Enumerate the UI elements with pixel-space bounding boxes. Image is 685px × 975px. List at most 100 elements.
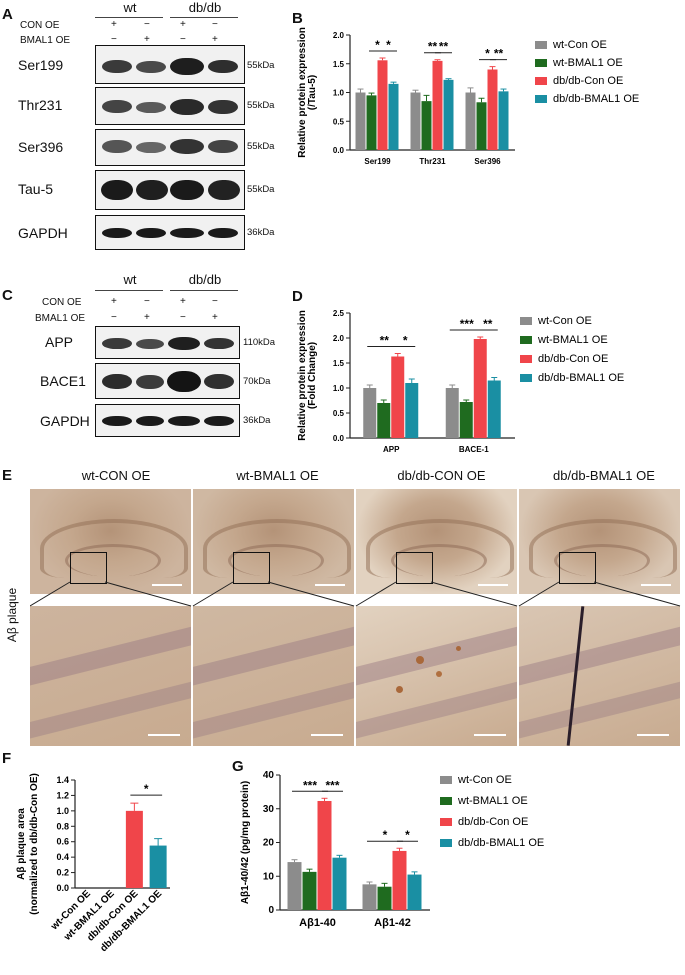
chart-d-legend-label: wt-BMAL1 OE [537,334,608,346]
zoom-connectors [30,581,681,607]
chart-g-ylabel: Aβ1-40/42 (pg/mg protein) [240,781,251,904]
panel-letter-e: E [2,467,13,484]
blot-label-bace1: BACE1 [40,373,86,389]
chart-g-category-label: Aβ1-42 [374,917,411,929]
sign-con-c-1: + [111,296,117,307]
blot-bace1 [95,363,240,399]
chart-b-legend-label: wt-Con OE [552,39,607,51]
chart-d-legend-swatch [520,355,532,363]
row-label-abeta-plaque: Aβ plaque [5,587,19,643]
kda-tau5: 55kDa [247,184,275,195]
chart-g-legend-swatch [440,839,452,847]
sign-bmal-4: + [212,34,218,45]
chart-f-ytick-label: 0.2 [56,868,69,878]
chart-g-legend-swatch [440,797,452,805]
chart-d-legend-label: db/db-BMAL1 OE [538,372,624,384]
chart-d-ytick-label: 0.5 [333,409,345,418]
sign-bmal-3: − [180,34,186,45]
row-label-bmal1-oe: BMAL1 OE [20,35,71,46]
sign-bmal-2: + [144,34,150,45]
chart-f-ytick-label: 0.4 [56,852,69,862]
chart-g-bar [407,874,422,910]
zoom-connector-line [192,581,234,607]
chart-g-legend-swatch [440,818,452,826]
chart-b-category-label: Thr231 [419,157,446,166]
panel-letter-f: F [2,750,12,767]
sign-con-2: − [144,19,150,30]
blot-gapdh-a [95,215,245,250]
blot-app [95,326,240,359]
row-label-con-oe-c: CON OE [42,297,82,308]
chart-g-bar [332,857,347,910]
kda-gapdh-c: 36kDa [243,415,271,426]
chart-f-bar [149,845,167,888]
chart-g-legend-label: db/db-Con OE [458,816,528,828]
group-line-wt [95,17,163,18]
blot-label-ser199: Ser199 [18,57,64,73]
chart-d-bar [487,380,501,438]
blot-gapdh-c [95,404,240,437]
zoom-image-1 [30,606,191,746]
chart-d: 0.0 0.5 1.0 1.5 2.0 2.5 Relative protein expre… [297,309,624,454]
chart-d-bar [377,403,391,438]
panel-letter-b: B [292,10,303,27]
blot-ser199 [95,45,245,84]
sign-con-c-2: − [144,296,150,307]
chart-d-significance-label: ** [483,317,493,331]
chart-b-ytick-label: 1.0 [333,89,345,98]
chart-g-legend-swatch [440,776,452,784]
chart-b-ylabel: Relative protein expression [297,27,308,158]
blot-ser396 [95,129,245,166]
column-title-2: wt-BMAL1 OE [236,468,319,483]
chart-d-significance-label: ** [380,334,390,348]
chart-b-bar [355,92,366,150]
chart-d-ytick-label: 2.0 [333,334,345,343]
chart-b-ytick-label: 0.5 [333,117,345,126]
chart-b-significance-label: * [485,47,490,61]
chart-f-ylabel: (normalized to db/db-Con OE) [29,773,40,915]
chart-g-ytick-label: 30 [263,804,275,815]
zoom-connector-line [30,581,71,607]
chart-f-bar [125,810,143,888]
overview-image-4 [519,489,680,594]
chart-b-legend-swatch [535,95,547,103]
chart-g: 0 10 20 30 40 Aβ1-40/42 (pg/mg protein) Aβ1-40… [240,770,544,929]
chart-f-ylabel: Aβ plaque area [16,808,27,880]
group-label-dbdb: db/db [188,0,222,15]
chart-d-legend-swatch [520,374,532,382]
sign-bmal-c-4: + [212,312,218,323]
chart-b-bar [366,95,377,150]
group-label-dbdb-c: db/db [188,272,222,287]
chart-f-ytick-label: 0.8 [56,821,69,831]
chart-b-legend-label: db/db-Con OE [553,75,623,87]
chart-b-bar [432,60,443,150]
panel-letter-a: A [2,6,13,23]
chart-b-legend-swatch [535,41,547,49]
row-label-bmal1-oe-c: BMAL1 OE [35,313,86,324]
zoom-connector-line [355,581,397,607]
group-label-wt: wt [123,0,137,15]
chart-b-bar [487,69,498,150]
chart-b-bar [476,102,487,150]
chart-f-ytick-label: 0.6 [56,837,69,847]
blot-label-tau5: Tau-5 [18,181,54,197]
chart-b-bar [410,92,421,150]
zoom-image-3 [356,606,517,746]
panel-letter-d: D [292,288,303,305]
chart-b-significance-label: * [386,38,391,52]
chart-b-ytick-label: 1.5 [333,60,345,69]
chart-b-bar [498,91,509,150]
chart-b-bar [443,79,454,150]
chart-g-ytick-label: 10 [263,871,275,882]
chart-g-bar [377,886,392,910]
chart-d-legend-label: wt-Con OE [537,315,592,327]
blot-label-gapdh-c: GAPDH [40,413,90,429]
chart-d-ytick-label: 1.5 [333,359,345,368]
chart-d-bar [459,402,473,438]
chart-d-significance-label: * [403,334,408,348]
chart-b-category-label: Ser396 [474,157,501,166]
overview-image-1 [30,489,191,594]
chart-d-ytick-label: 2.5 [333,309,345,318]
column-title-4: db/db-BMAL1 OE [553,468,655,483]
sign-con-3: + [180,19,186,30]
